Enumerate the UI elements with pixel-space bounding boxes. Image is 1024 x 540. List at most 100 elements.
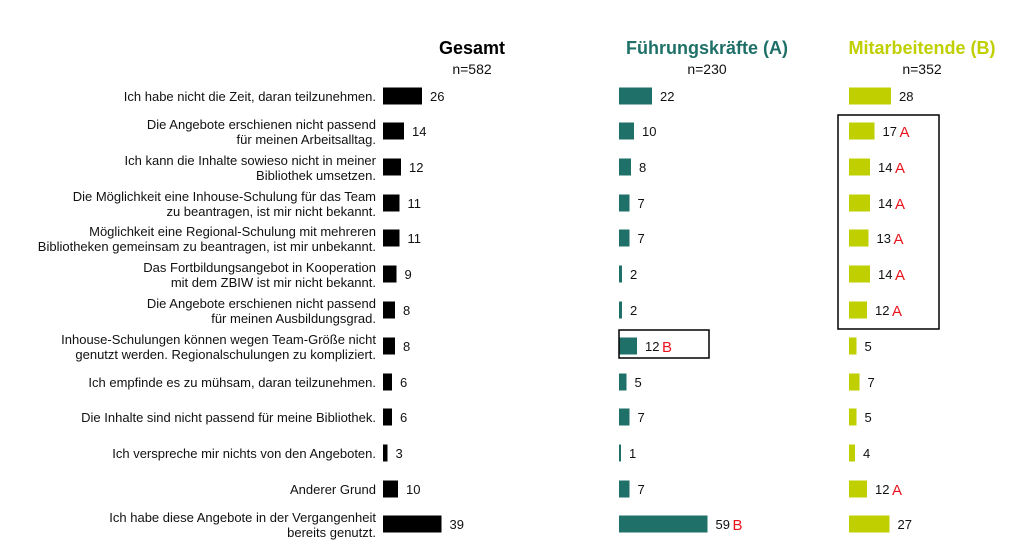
- bar: [383, 87, 422, 105]
- data-label: 5: [865, 410, 872, 425]
- data-label: 39: [450, 517, 464, 532]
- significance-mark: B: [662, 339, 672, 356]
- data-label: 6: [400, 410, 407, 425]
- category-label-line: Inhouse-Schulungen können wegen Team-Grö…: [61, 332, 376, 347]
- category-label: Ich habe diese Angebote in der Vergangen…: [109, 510, 376, 540]
- data-label: 14: [412, 124, 426, 139]
- category-label-line: Bibliothek umsetzen.: [256, 168, 376, 183]
- bar: [619, 301, 622, 319]
- category-label-line: Die Angebote erschienen nicht passend: [146, 117, 376, 132]
- data-label: 17: [883, 124, 897, 139]
- data-label: 10: [642, 124, 656, 139]
- bar: [383, 301, 395, 319]
- data-label: 14: [878, 196, 892, 211]
- bar: [619, 229, 630, 247]
- data-label: 12: [409, 160, 423, 175]
- data-label: 7: [868, 375, 875, 390]
- highlight-box: [837, 114, 940, 330]
- series-title: Führungskräfte (A): [626, 38, 788, 58]
- data-label: 26: [430, 89, 444, 104]
- data-label: 12: [645, 339, 659, 354]
- category-label: Das Fortbildungsangebot in Kooperation mi…: [143, 260, 376, 290]
- significance-mark: A: [900, 124, 910, 141]
- category-label: Die Angebote erschienen nicht passend für…: [147, 296, 376, 326]
- bar: [619, 337, 637, 355]
- bar: [619, 122, 634, 140]
- category-label: Die Möglichkeit eine Inhouse-Schulung fü…: [73, 189, 376, 219]
- bar: [383, 265, 397, 283]
- data-label: 14: [878, 267, 892, 282]
- bar: [619, 515, 708, 533]
- category-label-line: Die Möglichkeit eine Inhouse-Schulung fü…: [72, 189, 376, 204]
- data-label: 12: [875, 482, 889, 497]
- category-label-line: Möglichkeit eine Regional-Schulung mit m…: [89, 224, 376, 239]
- bar: [383, 337, 395, 355]
- data-label: 14: [878, 160, 892, 175]
- significance-mark: A: [894, 231, 904, 248]
- category-label: Ich empfinde es zu mühsam, daran teilzun…: [88, 375, 376, 390]
- series-n: n=230: [687, 61, 727, 77]
- data-label: 7: [638, 231, 645, 246]
- bar: [383, 158, 401, 176]
- category-label-line: genutzt werden. Regionalschulungen zu ko…: [75, 347, 376, 362]
- bar: [849, 87, 891, 105]
- data-label: 5: [635, 375, 642, 390]
- bar: [383, 408, 392, 426]
- category-labels: Ich habe nicht die Zeit, daran teilzuneh…: [0, 0, 376, 540]
- data-label: 13: [877, 231, 891, 246]
- highlight-box: [618, 329, 710, 359]
- bar: [849, 265, 870, 283]
- data-label: 12: [875, 303, 889, 318]
- bar: [383, 194, 400, 212]
- category-label-line: Das Fortbildungsangebot in Kooperation: [143, 260, 376, 275]
- significance-mark: A: [892, 303, 902, 320]
- data-label: 28: [899, 89, 913, 104]
- data-label: 11: [408, 231, 422, 246]
- series-n: n=582: [452, 61, 492, 77]
- category-label: Ich verspreche mir nichts von den Angebo…: [112, 446, 376, 461]
- category-label-line: Die Inhalte sind nicht passend für meine…: [81, 410, 376, 425]
- category-label: Die Inhalte sind nicht passend für meine…: [81, 410, 376, 425]
- category-label-line: Anderer Grund: [290, 482, 376, 497]
- category-label-line: für meinen Arbeitsalltag.: [236, 132, 376, 147]
- series-title: Gesamt: [439, 38, 505, 58]
- bar: [849, 515, 890, 533]
- category-label-line: Ich kann die Inhalte sowieso nicht in me…: [124, 153, 376, 168]
- category-label-line: Die Angebote erschienen nicht passend: [146, 296, 376, 311]
- data-label: 27: [898, 517, 912, 532]
- data-label: 1: [629, 446, 636, 461]
- data-label: 9: [405, 267, 412, 282]
- category-label-line: mit dem ZBIW ist mir nicht bekannt.: [170, 275, 376, 290]
- category-label-line: Ich habe nicht die Zeit, daran teilzuneh…: [123, 89, 376, 104]
- bar: [849, 373, 860, 391]
- bar: [849, 337, 857, 355]
- data-label: 3: [396, 446, 403, 461]
- bar: [383, 373, 392, 391]
- category-label: Inhouse-Schulungen können wegen Team-Grö…: [61, 332, 376, 362]
- bar: [849, 158, 870, 176]
- data-label: 7: [638, 410, 645, 425]
- category-label-line: bereits genutzt.: [287, 525, 376, 540]
- bar: [849, 480, 867, 498]
- bar: [849, 122, 875, 140]
- bar: [619, 480, 630, 498]
- category-label: Möglichkeit eine Regional-Schulung mit m…: [38, 224, 376, 254]
- category-label-line: Ich empfinde es zu mühsam, daran teilzun…: [88, 375, 376, 390]
- bar: [383, 480, 398, 498]
- data-label: 7: [638, 482, 645, 497]
- data-label: 8: [403, 339, 410, 354]
- category-label-line: Bibliotheken gemeinsam zu beantragen, is…: [37, 239, 376, 254]
- significance-mark: A: [895, 160, 905, 177]
- series-title: Mitarbeitende (B): [848, 38, 995, 58]
- bar: [849, 301, 867, 319]
- data-label: 5: [865, 339, 872, 354]
- bar: [619, 408, 630, 426]
- category-label: Die Angebote erschienen nicht passend für…: [147, 117, 376, 147]
- data-label: 7: [638, 196, 645, 211]
- data-label: 4: [863, 446, 870, 461]
- bar: [383, 229, 400, 247]
- bar: [849, 229, 869, 247]
- bar: [849, 444, 855, 462]
- data-label: 8: [639, 160, 646, 175]
